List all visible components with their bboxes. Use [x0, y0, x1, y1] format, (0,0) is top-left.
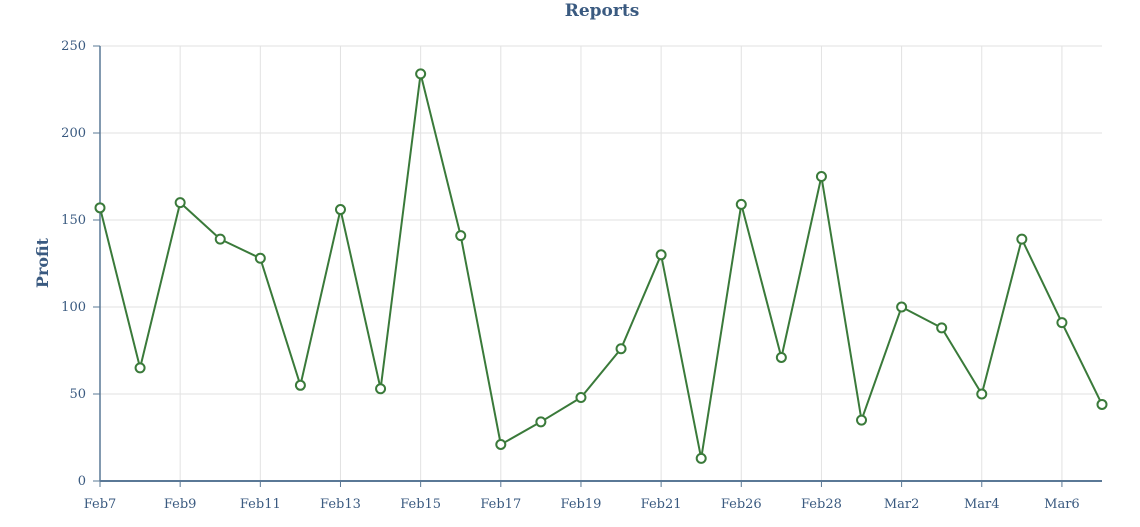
data-point[interactable]: [856, 414, 868, 426]
data-point[interactable]: [94, 202, 106, 214]
x-tick-label: Feb13: [320, 497, 361, 512]
x-tick-label: Feb7: [84, 497, 117, 512]
x-tick-label: Mar2: [884, 497, 920, 512]
y-tick-label: 100: [61, 300, 86, 315]
data-point[interactable]: [1056, 317, 1068, 329]
data-point[interactable]: [976, 388, 988, 400]
x-tick-label: Mar4: [964, 497, 1000, 512]
y-tick-label: 50: [69, 387, 86, 402]
data-point[interactable]: [214, 233, 226, 245]
data-point[interactable]: [134, 362, 146, 374]
data-point[interactable]: [815, 171, 827, 182]
data-point[interactable]: [735, 198, 747, 210]
y-tick-label: 0: [78, 474, 86, 489]
y-tick-label: 200: [61, 126, 86, 141]
y-axis-label: Profit: [33, 237, 52, 288]
chart-title: Reports: [565, 1, 640, 21]
series-line: [99, 72, 1103, 460]
data-point[interactable]: [1016, 233, 1028, 245]
x-tick-label: Mar6: [1044, 497, 1080, 512]
series-markers: [94, 68, 1108, 464]
x-tick-label: Feb15: [400, 497, 441, 512]
x-tick-label: Feb26: [721, 497, 762, 512]
data-point[interactable]: [1096, 398, 1108, 410]
data-point[interactable]: [615, 343, 627, 355]
y-tick-label: 150: [61, 213, 86, 228]
x-tick-label: Feb21: [641, 497, 682, 512]
grid-lines: [99, 45, 1102, 481]
data-point[interactable]: [294, 379, 306, 391]
y-tick-label: 250: [61, 39, 86, 54]
data-point[interactable]: [896, 301, 908, 313]
axes: [93, 45, 1102, 487]
data-point[interactable]: [415, 68, 427, 80]
data-point[interactable]: [174, 197, 186, 209]
data-point[interactable]: [775, 351, 787, 363]
data-point[interactable]: [695, 452, 707, 464]
tick-labels: 0 50 100 150 200 250 Feb7 Feb9 Feb11 Feb13 Feb15 Fe…: [61, 39, 1080, 512]
data-point[interactable]: [455, 230, 467, 242]
x-tick-label: Feb11: [240, 497, 281, 512]
data-point[interactable]: [535, 416, 547, 428]
x-tick-label: Feb28: [801, 497, 842, 512]
data-point[interactable]: [936, 322, 948, 334]
data-point[interactable]: [495, 438, 507, 450]
data-point[interactable]: [375, 383, 387, 395]
x-tick-label: Feb17: [480, 497, 521, 512]
data-point[interactable]: [334, 204, 346, 216]
x-tick-label: Feb9: [164, 497, 197, 512]
data-point[interactable]: [655, 249, 667, 261]
data-point[interactable]: [575, 391, 587, 403]
series-line-path: [99, 72, 1103, 460]
x-tick-label: Feb19: [561, 497, 602, 512]
data-point[interactable]: [254, 252, 266, 264]
